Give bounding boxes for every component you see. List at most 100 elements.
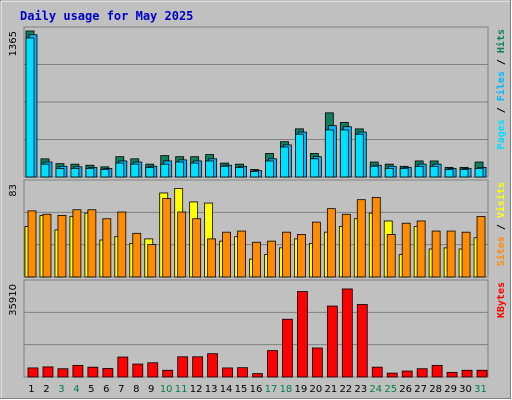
hits-bar-pages	[280, 146, 289, 178]
x-tick-label: 25	[384, 384, 397, 395]
hits-bar-pages	[160, 163, 170, 178]
kbytes-plot-area	[23, 279, 489, 378]
legend-pages: Pages	[496, 119, 507, 149]
kbytes-bar-kbytes	[401, 370, 413, 378]
x-tick-label: 27	[414, 384, 427, 395]
hits-bar-pages	[145, 166, 155, 178]
visits-bar-sites	[476, 216, 486, 278]
hits-bar-pages	[205, 160, 215, 178]
visits-bar-sites	[461, 231, 471, 278]
visits-bar-sites	[132, 232, 142, 278]
hits-bar-pages	[429, 165, 439, 178]
visits-panel: 83 Sites / Visits	[8, 179, 507, 278]
x-tick-label: 22	[339, 384, 352, 395]
hits-bar-pages	[459, 169, 469, 178]
hits-bar-pages	[474, 168, 484, 178]
chart-panels: 1365 Pages / Files / Hits 83 Sites / Visits…	[8, 26, 507, 378]
x-tick-label: 14	[220, 384, 233, 395]
hits-bar-pages	[40, 163, 50, 178]
visits-bar-sites	[162, 198, 172, 278]
visits-bar-sites	[42, 213, 52, 278]
kbytes-bar-kbytes	[42, 366, 54, 378]
hits-bar-pages	[85, 168, 95, 178]
visits-bar-sites	[237, 230, 246, 278]
kbytes-bar-kbytes	[297, 291, 308, 378]
visits-bar-sites	[27, 210, 37, 278]
kbytes-bar-kbytes	[207, 353, 219, 378]
hits-bar-pages	[250, 171, 259, 178]
x-tick-label: 24	[369, 384, 382, 395]
kbytes-bar-kbytes	[431, 364, 443, 378]
kbytes-legend: KBytes	[496, 282, 507, 318]
visits-bar-sites	[341, 213, 351, 278]
hits-bar-pages	[235, 166, 244, 178]
legend-separator: /	[496, 101, 507, 119]
kbytes-bar-kbytes	[132, 363, 144, 378]
x-tick-label: 2	[43, 384, 49, 395]
visits-bar-sites	[356, 199, 366, 278]
chart-title: Daily usage for May 2025	[20, 9, 193, 23]
kbytes-bar-kbytes	[341, 288, 353, 378]
x-tick-label: 21	[324, 384, 337, 395]
legend-separator: /	[496, 53, 507, 71]
hits-max-label: 1365	[8, 31, 19, 56]
hits-bar-pages	[55, 168, 65, 178]
kbytes-bar-kbytes	[237, 367, 248, 378]
legend-visits: Visits	[495, 182, 507, 218]
legend-separator: /	[496, 218, 507, 236]
hits-bar-pages	[324, 129, 334, 178]
x-tick-label: 26	[399, 384, 412, 395]
x-tick-label: 1	[28, 384, 34, 395]
visits-bar-sites	[147, 244, 157, 278]
legend-hits: Hits	[495, 29, 507, 53]
kbytes-bar-kbytes	[72, 364, 84, 378]
visits-legend: Sites / Visits	[495, 182, 507, 266]
x-tick-label: 6	[103, 384, 109, 395]
hits-bar-pages	[115, 162, 125, 178]
visits-bar-sites	[72, 209, 82, 278]
visits-bar-sites	[117, 211, 127, 278]
kbytes-bar-kbytes	[386, 372, 398, 378]
kbytes-bar-kbytes	[311, 347, 323, 378]
hits-bar-pages	[339, 129, 349, 178]
x-tick-label: 5	[88, 384, 94, 395]
kbytes-bar-kbytes	[222, 367, 233, 378]
kbytes-bar-kbytes	[371, 366, 383, 378]
kbytes-bar-kbytes	[416, 368, 428, 378]
kbytes-bar-kbytes	[177, 356, 189, 378]
visits-bar-sites	[431, 230, 441, 278]
hits-bar-pages	[369, 165, 379, 178]
visits-bar-sites	[267, 240, 276, 278]
kbytes-bar-kbytes	[57, 368, 69, 378]
kbytes-max-label: 35910	[8, 284, 19, 316]
x-tick-label: 13	[205, 384, 218, 395]
x-tick-label: 29	[444, 384, 457, 395]
visits-bar-sites	[326, 208, 336, 278]
kbytes-bar-kbytes	[102, 368, 114, 378]
visits-bar-sites	[207, 238, 217, 278]
visits-bar-sites	[57, 214, 67, 278]
x-tick-label: 8	[133, 384, 139, 395]
hits-bar-pages	[100, 169, 110, 178]
x-axis-labels: 1 2 3 4 5 6 7 8 9 10 11 12 13 14 15 16 17 18 19 20 21 22 23 24 2…	[28, 384, 487, 395]
x-tick-label: 16	[250, 384, 263, 395]
kbytes-bar-kbytes	[192, 356, 204, 378]
hits-panel: 1365 Pages / Files / Hits	[8, 26, 507, 178]
hits-bar-pages	[414, 165, 424, 178]
visits-bar-sites	[87, 209, 97, 278]
visits-bar-sites	[222, 231, 231, 278]
legend-sites: Sites	[495, 236, 507, 266]
visits-max-label: 83	[8, 184, 19, 197]
visits-bar-sites	[311, 221, 321, 278]
kbytes-bar-kbytes	[461, 369, 473, 378]
x-tick-label: 3	[58, 384, 64, 395]
visits-bar-sites	[102, 218, 112, 278]
visits-bar-sites	[282, 231, 291, 278]
x-tick-label: 11	[175, 384, 188, 395]
kbytes-bar-kbytes	[326, 305, 338, 378]
kbytes-panel: 35910 KBytes	[8, 279, 507, 378]
kbytes-bar-kbytes	[27, 367, 39, 378]
kbytes-bar-kbytes	[87, 366, 99, 378]
hits-bar-pages	[444, 169, 454, 178]
